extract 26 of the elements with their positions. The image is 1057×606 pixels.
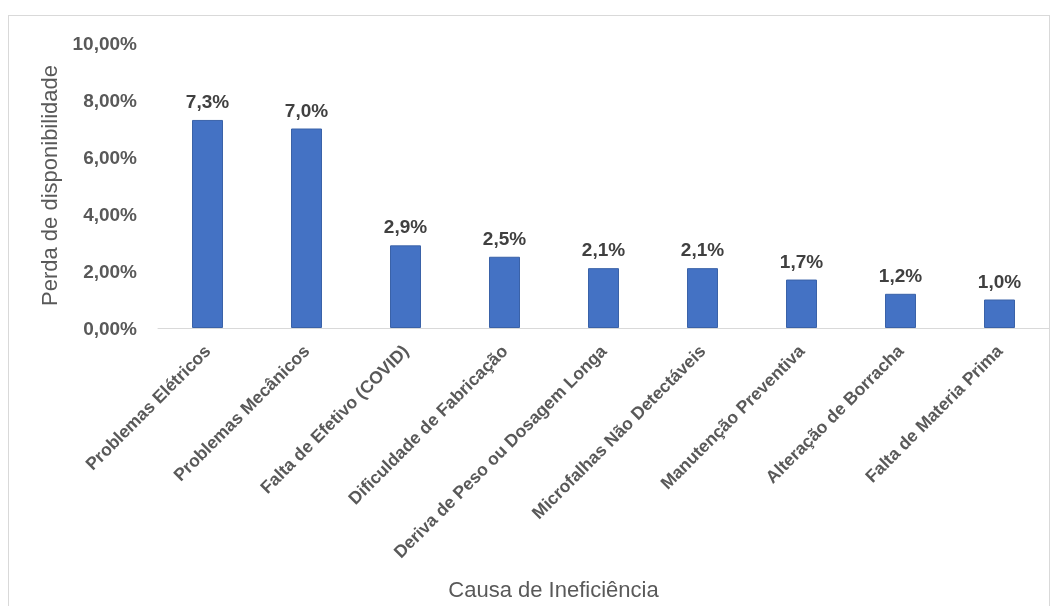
data-label: 7,0%	[284, 99, 329, 121]
data-label: 1,7%	[779, 250, 824, 272]
y-tick-label: 2,00%	[83, 260, 138, 282]
bar	[192, 119, 223, 328]
x-axis-title: Causa de Ineficiência	[448, 576, 660, 602]
data-label: 1,0%	[977, 270, 1022, 292]
y-tick-label: 4,00%	[83, 203, 138, 225]
data-label: 2,1%	[581, 239, 626, 261]
data-label: 7,3%	[185, 90, 230, 112]
data-label: 1,2%	[878, 264, 923, 286]
y-tick-label: 10,00%	[72, 32, 138, 54]
y-tick-label: 6,00%	[83, 146, 138, 168]
bar	[984, 299, 1015, 328]
bar	[489, 256, 520, 328]
y-tick-label: 8,00%	[83, 89, 138, 111]
bar	[786, 279, 817, 328]
data-label: 2,9%	[383, 216, 428, 238]
bar	[390, 245, 421, 328]
bar	[588, 268, 619, 328]
bar	[291, 128, 322, 328]
data-label: 2,1%	[680, 239, 725, 261]
bar	[885, 293, 916, 328]
y-tick-label: 0,00%	[83, 317, 138, 339]
bar	[687, 268, 718, 328]
data-label: 2,5%	[482, 227, 527, 249]
y-axis-title: Perda de disponibilidade	[36, 65, 62, 306]
